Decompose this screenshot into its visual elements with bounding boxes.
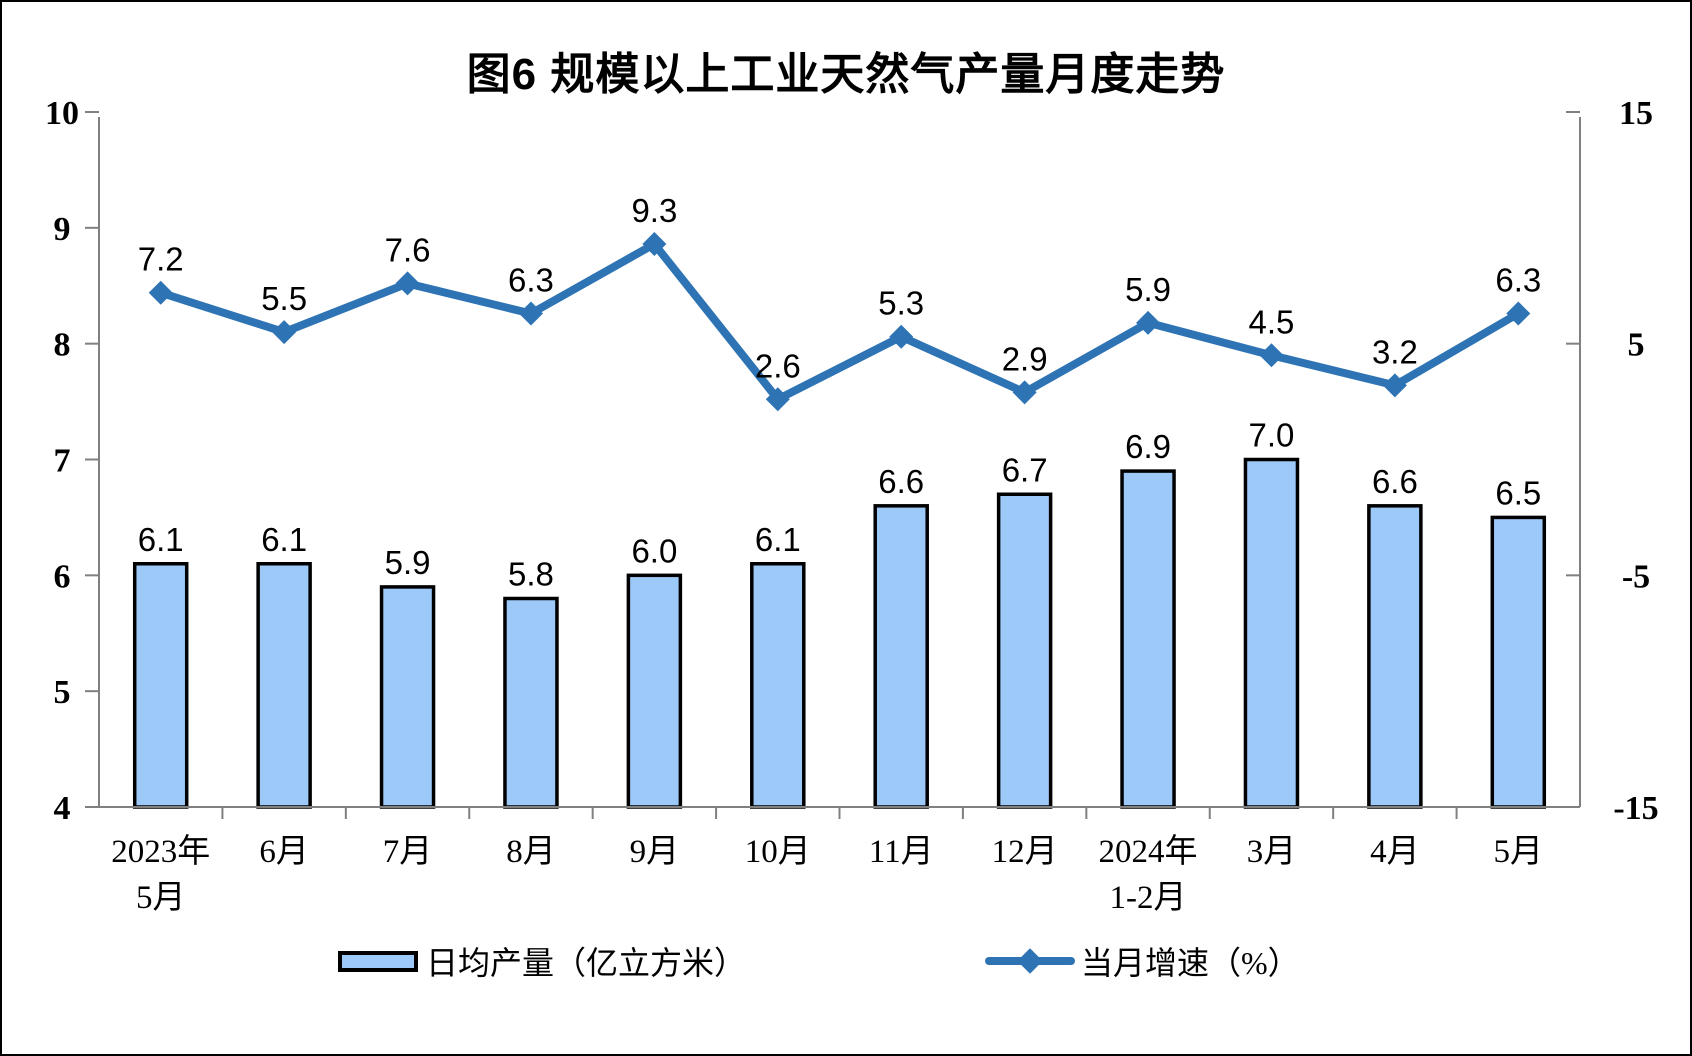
bar-1 xyxy=(256,562,312,809)
x-category-label-10-line0: 4月 xyxy=(1370,834,1420,870)
line-value-label-0: 7.2 xyxy=(138,241,184,278)
line-marker-6 xyxy=(889,324,914,349)
left-axis-tick-label: 6 xyxy=(54,558,71,595)
left-axis-tick-label: 7 xyxy=(54,443,71,480)
legend-item-line-series: 当月增速（%） xyxy=(985,944,1300,981)
x-category-label-7-line0: 12月 xyxy=(992,834,1058,870)
x-category-label-8-line0: 2024年 xyxy=(1099,833,1198,870)
x-category-label-6-line0: 11月 xyxy=(869,834,934,870)
bar-value-label-5: 6.1 xyxy=(755,521,801,558)
right-axis-tick-label: 5 xyxy=(1628,327,1645,364)
x-category-label-3-line0: 8月 xyxy=(506,834,556,870)
line-value-label-11: 6.3 xyxy=(1495,262,1541,299)
line-marker-11 xyxy=(1506,301,1531,326)
line-value-label-2: 7.6 xyxy=(385,231,431,268)
bar-11 xyxy=(1490,515,1547,809)
x-category-label-5-line0: 10月 xyxy=(745,834,811,870)
line-value-label-8: 5.9 xyxy=(1125,271,1171,308)
line-marker-10 xyxy=(1382,373,1407,398)
growth-line xyxy=(159,238,1521,405)
x-category-label-4-line0: 9月 xyxy=(630,834,680,870)
line-value-label-7: 2.9 xyxy=(1002,340,1048,377)
line-value-label-10: 3.2 xyxy=(1372,333,1418,370)
bar-value-label-6: 6.6 xyxy=(878,463,924,500)
left-axis-tick-label: 4 xyxy=(54,790,71,827)
line-value-label-5: 2.6 xyxy=(755,347,801,384)
line-marker-1 xyxy=(272,320,297,345)
legend-line-label: 当月增速（%） xyxy=(1081,945,1300,981)
legend-bar-label: 日均产量（亿立方米） xyxy=(426,945,747,981)
chart-title: 图6 规模以上工业天然气产量月度走势 xyxy=(466,50,1226,99)
bar-0 xyxy=(132,562,189,809)
x-category-label-11-line0: 5月 xyxy=(1494,834,1544,870)
x-category-label-9-line0: 3月 xyxy=(1247,834,1297,870)
line-marker-8 xyxy=(1136,310,1161,335)
line-value-label-1: 5.5 xyxy=(261,280,307,317)
bar-3 xyxy=(503,596,559,809)
x-category-label-0-line0: 2023年 xyxy=(111,833,210,870)
bar-value-label-8: 6.9 xyxy=(1125,428,1171,465)
line-series-swatch-icon xyxy=(985,946,1075,976)
bar-7 xyxy=(996,492,1053,809)
bar-value-label-2: 5.9 xyxy=(385,544,431,581)
line-value-label-4: 9.3 xyxy=(631,192,677,229)
bar-2 xyxy=(379,585,436,809)
bar-value-label-3: 5.8 xyxy=(508,556,554,593)
right-axis-tick-label: -5 xyxy=(1622,558,1650,595)
diamond-marker-icon xyxy=(1017,948,1043,974)
line-value-label-9: 4.5 xyxy=(1249,303,1295,340)
line-marker-4 xyxy=(642,232,667,257)
bar-5 xyxy=(750,562,806,809)
bar-value-label-4: 6.0 xyxy=(631,532,677,569)
bar-value-label-1: 6.1 xyxy=(261,521,307,558)
line-marker-0 xyxy=(148,280,173,305)
bar-series-swatch-icon xyxy=(338,950,418,972)
bar-value-label-11: 6.5 xyxy=(1495,474,1541,511)
left-axis-tick-label: 5 xyxy=(54,674,71,711)
x-category-label-0-line1: 5月 xyxy=(136,880,186,916)
line-marker-2 xyxy=(395,271,420,296)
left-axis-tick-label: 8 xyxy=(54,327,71,364)
bar-9 xyxy=(1243,457,1300,809)
line-marker-5 xyxy=(765,387,790,412)
right-axis-tick-label: 15 xyxy=(1619,95,1653,132)
left-axis-tick-label: 10 xyxy=(45,95,79,132)
line-value-label-6: 5.3 xyxy=(878,285,924,322)
line-value-label-3: 6.3 xyxy=(508,262,554,299)
legend-item-bar-series: 日均产量（亿立方米） xyxy=(338,944,746,981)
x-category-label-8-line1: 1-2月 xyxy=(1110,880,1187,916)
left-axis-tick-label: 9 xyxy=(54,211,71,248)
line-marker-7 xyxy=(1012,380,1037,405)
bar-value-label-7: 6.7 xyxy=(1002,451,1048,488)
bar-value-label-9: 7.0 xyxy=(1249,417,1295,454)
bar-4 xyxy=(626,573,683,809)
x-category-label-2-line0: 7月 xyxy=(383,834,433,870)
line-marker-3 xyxy=(518,301,543,326)
bar-8 xyxy=(1120,469,1176,809)
line-marker-9 xyxy=(1259,343,1284,368)
x-category-label-1-line0: 6月 xyxy=(259,834,309,870)
bar-10 xyxy=(1367,504,1423,809)
bar-6 xyxy=(873,504,929,809)
bar-value-label-10: 6.6 xyxy=(1372,463,1418,500)
bar-value-label-0: 6.1 xyxy=(138,521,184,558)
right-axis-tick-label: -15 xyxy=(1613,790,1658,827)
